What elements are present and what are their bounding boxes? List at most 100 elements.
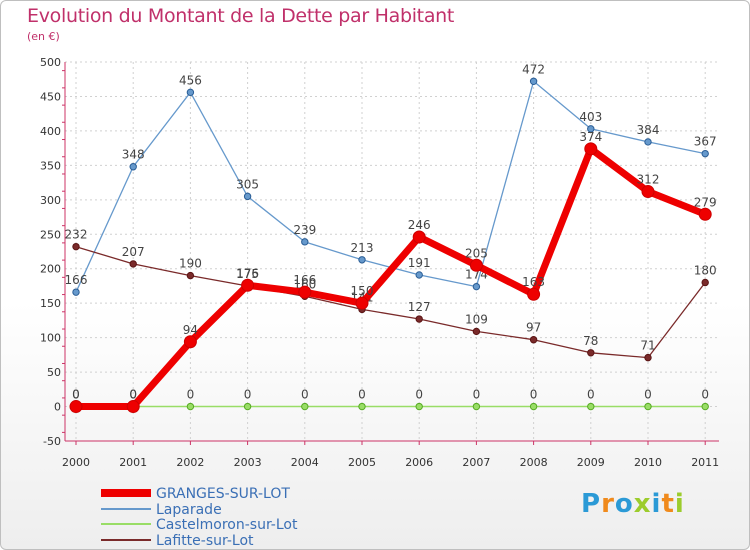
data-point-castelmoron-sur-lot <box>529 402 538 411</box>
data-label-granges-sur-lot: 0 <box>129 388 137 402</box>
data-label-castelmoron-sur-lot: 0 <box>530 388 538 402</box>
logo-letter: t <box>661 489 675 519</box>
series-line-lafitte-sur-lot <box>75 246 706 359</box>
data-label-lafitte-sur-lot: 127 <box>408 300 431 314</box>
x-tick-label: 2004 <box>291 456 319 469</box>
data-point-laparade <box>186 88 195 97</box>
y-tick-label: 450 <box>40 90 61 103</box>
data-label-lafitte-sur-lot: 109 <box>465 312 488 326</box>
data-point-lafitte-sur-lot <box>701 278 709 287</box>
y-tick-label: 200 <box>40 263 61 276</box>
data-point-granges-sur-lot <box>241 278 255 292</box>
data-point-lafitte-sur-lot <box>129 260 137 268</box>
data-point-granges-sur-lot <box>183 335 197 349</box>
data-label-laparade: 384 <box>637 123 660 137</box>
chart-subtitle: (en €) <box>27 30 60 43</box>
data-label-lafitte-sur-lot: 78 <box>583 334 598 348</box>
data-label-castelmoron-sur-lot: 0 <box>187 388 195 402</box>
legend-label-lafitte-sur-lot: Lafitte-sur-Lot <box>156 533 254 549</box>
y-tick-label: 0 <box>54 401 61 414</box>
data-label-granges-sur-lot: 94 <box>183 323 198 337</box>
data-label-granges-sur-lot: 150 <box>351 284 374 298</box>
data-label-lafitte-sur-lot: 180 <box>694 264 717 278</box>
data-label-laparade: 456 <box>179 73 202 87</box>
data-label-castelmoron-sur-lot: 0 <box>72 388 80 402</box>
x-tick-label: 2005 <box>348 456 376 469</box>
data-point-castelmoron-sur-lot <box>186 402 195 411</box>
logo-letter: i <box>674 489 685 519</box>
y-tick-label: 50 <box>47 366 61 379</box>
data-label-laparade: 367 <box>694 135 717 149</box>
data-label-granges-sur-lot: 205 <box>465 246 488 260</box>
data-point-laparade <box>415 271 423 279</box>
data-label-lafitte-sur-lot: 175 <box>236 267 259 281</box>
data-label-granges-sur-lot: 279 <box>694 195 717 209</box>
data-point-castelmoron-sur-lot <box>587 402 595 411</box>
y-tick-label: -50 <box>43 435 61 448</box>
data-label-castelmoron-sur-lot: 0 <box>644 388 652 402</box>
x-tick-label: 2011 <box>691 456 719 469</box>
data-label-laparade: 166 <box>65 273 88 287</box>
data-point-granges-sur-lot <box>355 296 369 310</box>
chart-title: Evolution du Montant de la Dette par Hab… <box>27 5 455 27</box>
data-label-castelmoron-sur-lot: 0 <box>129 388 137 402</box>
logo-letter: r <box>601 489 615 519</box>
x-tick-label: 2000 <box>62 456 90 469</box>
x-tick-label: 2007 <box>462 456 490 469</box>
data-point-castelmoron-sur-lot <box>301 402 309 411</box>
data-point-granges-sur-lot <box>69 400 83 414</box>
y-tick-label: 100 <box>40 332 61 345</box>
data-point-granges-sur-lot <box>584 142 598 156</box>
data-point-laparade <box>587 125 595 133</box>
x-tick-label: 2009 <box>577 456 605 469</box>
y-tick-label: 150 <box>40 297 61 310</box>
data-point-lafitte-sur-lot <box>472 327 481 336</box>
data-point-laparade <box>701 149 709 158</box>
logo-letter: x <box>633 489 652 519</box>
data-label-granges-sur-lot: 246 <box>408 218 431 232</box>
data-point-lafitte-sur-lot <box>587 349 595 357</box>
data-point-laparade <box>358 256 366 264</box>
y-tick-label: 250 <box>40 228 61 241</box>
y-tick-label: 350 <box>40 159 61 172</box>
data-point-lafitte-sur-lot <box>72 242 80 251</box>
data-point-granges-sur-lot <box>126 400 140 414</box>
data-label-granges-sur-lot: 176 <box>236 266 259 280</box>
data-point-granges-sur-lot <box>298 285 312 299</box>
data-point-lafitte-sur-lot <box>644 353 652 362</box>
y-tick-label: 500 <box>40 56 61 69</box>
data-label-lafitte-sur-lot: 160 <box>293 277 316 291</box>
data-point-castelmoron-sur-lot <box>472 402 481 411</box>
x-tick-label: 2008 <box>520 456 548 469</box>
logo-letter: i <box>651 489 662 519</box>
data-label-lafitte-sur-lot: 232 <box>65 228 88 242</box>
data-point-castelmoron-sur-lot <box>644 402 652 411</box>
data-label-granges-sur-lot: 166 <box>293 273 316 287</box>
data-point-castelmoron-sur-lot <box>358 402 366 411</box>
data-point-laparade <box>644 138 652 146</box>
data-point-granges-sur-lot <box>412 230 426 244</box>
legend-label-granges-sur-lot: GRANGES-SUR-LOT <box>156 486 290 502</box>
data-point-laparade <box>472 282 481 291</box>
data-label-laparade: 305 <box>236 177 259 191</box>
data-point-granges-sur-lot <box>641 185 655 199</box>
data-point-laparade <box>243 192 252 201</box>
y-tick-label: 300 <box>40 194 61 207</box>
x-tick-label: 2006 <box>405 456 433 469</box>
legend-label-laparade: Laparade <box>156 502 222 518</box>
data-point-lafitte-sur-lot <box>415 315 423 323</box>
data-label-castelmoron-sur-lot: 0 <box>244 388 252 402</box>
x-tick-label: 2003 <box>234 456 262 469</box>
data-label-lafitte-sur-lot: 97 <box>526 321 541 335</box>
data-label-castelmoron-sur-lot: 0 <box>701 388 709 402</box>
data-label-laparade: 239 <box>293 223 316 237</box>
data-point-lafitte-sur-lot <box>529 336 538 344</box>
data-point-castelmoron-sur-lot <box>415 402 423 411</box>
y-tick-label: 400 <box>40 125 61 138</box>
data-label-granges-sur-lot: 374 <box>579 130 602 144</box>
data-label-laparade: 403 <box>579 110 602 124</box>
data-point-laparade <box>72 288 80 296</box>
data-point-granges-sur-lot <box>469 258 483 272</box>
